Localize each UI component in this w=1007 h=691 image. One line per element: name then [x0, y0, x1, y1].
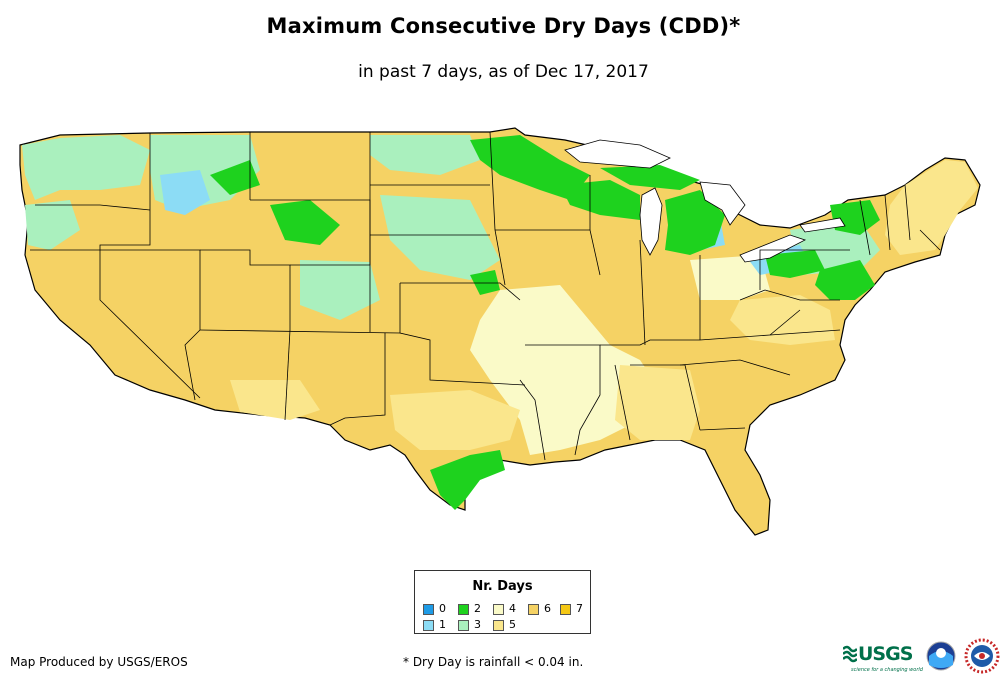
- region-2-days-pennsylvania: [765, 250, 825, 278]
- region-2-days-upper-michigan: [600, 165, 700, 190]
- lake-michigan: [639, 187, 663, 256]
- region-5-days-southwest: [230, 380, 320, 420]
- region-3-days-north-dakota: [370, 135, 480, 175]
- region-5-days-southeast: [615, 365, 700, 440]
- map-title: Maximum Consecutive Dry Days (CDD)*: [266, 14, 741, 38]
- legend-swatch-7: [560, 603, 571, 615]
- region-3-days-colorado: [300, 260, 380, 320]
- region-5-days-new-england: [885, 160, 978, 255]
- legend-item-5: 5: [493, 618, 516, 631]
- lake-superior: [564, 139, 671, 169]
- legend-item-6: 6: [528, 602, 551, 615]
- legend-swatch-5: [493, 619, 504, 631]
- lake-ontario: [799, 217, 846, 233]
- agency-logos: USGS science for a changing world: [843, 637, 1003, 677]
- region-2-days-wyoming: [270, 200, 340, 245]
- lake-erie: [739, 234, 807, 263]
- legend-item-2: 2: [458, 602, 481, 615]
- legend-item-0: 0: [423, 602, 446, 615]
- region-3-days-nebraska: [380, 195, 500, 280]
- legend-item-4: 4: [493, 602, 516, 615]
- region-4-days-arkansas: [520, 340, 620, 440]
- legend-swatch-2: [458, 603, 469, 615]
- region-2-days-montana: [210, 160, 260, 195]
- region-1-day-idaho: [160, 170, 210, 215]
- region-2-days-south-texas: [430, 450, 505, 510]
- map-subtitle: in past 7 days, as of Dec 17, 2017: [358, 62, 649, 82]
- legend-swatch-0: [423, 603, 434, 615]
- legend: Nr. Days 0 1 2 3 4 5 6 7: [414, 570, 591, 634]
- region-5-days-texas: [390, 390, 520, 450]
- legend-swatch-4: [493, 603, 504, 615]
- region-2-days-wisconsin: [560, 180, 640, 220]
- legend-swatch-3: [458, 619, 469, 631]
- usgs-wave-icon: [843, 645, 857, 663]
- legend-item-1: 1: [423, 618, 446, 631]
- legend-swatch-6: [528, 603, 539, 615]
- footnote: * Dry Day is rainfall < 0.04 in.: [403, 655, 584, 669]
- region-4-days-ohio: [690, 255, 770, 300]
- noaa-logo: [926, 641, 956, 671]
- region-2-days-new-jersey: [815, 260, 875, 300]
- state-borders: [30, 131, 941, 461]
- lake-huron: [699, 181, 746, 226]
- nws-logo: [964, 638, 1000, 674]
- region-3-days-pacific-nw: [22, 135, 150, 200]
- region-2-days-minnesota: [470, 135, 590, 200]
- region-3-days-oregon: [25, 200, 80, 250]
- legend-item-3: 3: [458, 618, 481, 631]
- legend-swatch-1: [423, 619, 434, 631]
- map-credit: Map Produced by USGS/EROS: [10, 655, 188, 669]
- legend-title: Nr. Days: [472, 579, 533, 594]
- legend-item-7: 7: [560, 602, 583, 615]
- region-2-days-michigan: [665, 190, 725, 255]
- region-2-days-kansas: [470, 270, 500, 295]
